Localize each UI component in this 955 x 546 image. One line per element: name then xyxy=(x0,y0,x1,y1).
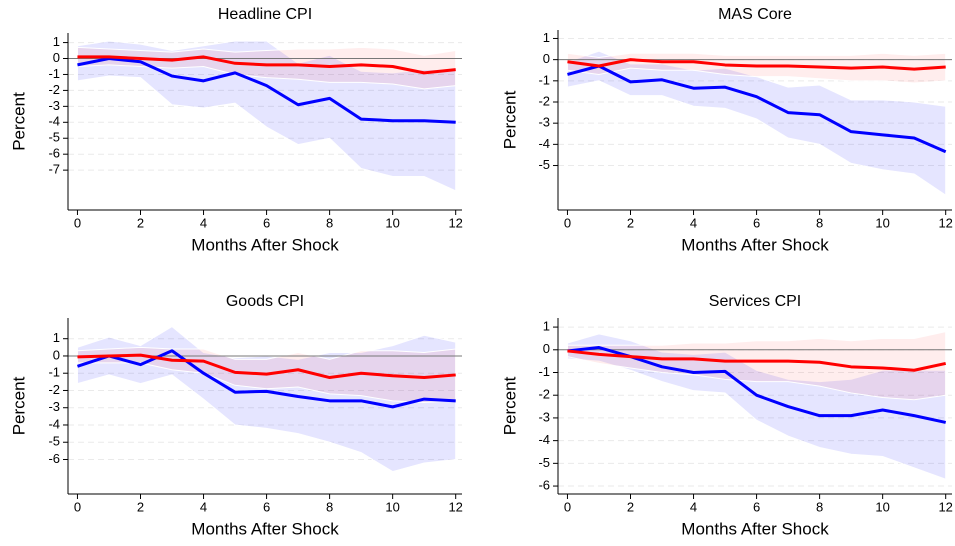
y-tick-label: 1 xyxy=(53,330,60,345)
panel-title: Services CPI xyxy=(709,293,801,310)
y-tick-label: -1 xyxy=(48,365,60,380)
x-tick-label: 2 xyxy=(137,215,144,230)
x-tick-label: 6 xyxy=(753,215,760,230)
y-tick-label: 0 xyxy=(543,341,550,356)
y-tick-label: -4 xyxy=(538,136,550,151)
x-tick-label: 12 xyxy=(938,215,952,230)
x-tick-label: 6 xyxy=(263,499,270,514)
y-tick-label: -1 xyxy=(538,364,550,379)
y-tick-label: 0 xyxy=(53,50,60,65)
y-axis-label: Percent xyxy=(500,376,519,435)
y-tick-label: -6 xyxy=(538,477,550,492)
x-tick-label: 8 xyxy=(326,215,333,230)
y-tick-label: 1 xyxy=(543,319,550,334)
series-line xyxy=(77,57,456,124)
y-tick-label: -2 xyxy=(538,387,550,402)
x-tick-label: 0 xyxy=(74,215,81,230)
y-axis-label: Percent xyxy=(500,90,519,149)
y-tick-label: -6 xyxy=(48,451,60,466)
x-tick-label: 2 xyxy=(627,215,634,230)
x-tick-label: 10 xyxy=(385,499,399,514)
y-tick-label: -1 xyxy=(48,66,60,81)
panel-title: Headline CPI xyxy=(218,6,312,23)
y-tick-label: -3 xyxy=(48,399,60,414)
y-tick-label: -7 xyxy=(48,162,60,177)
y-tick-label: -4 xyxy=(538,432,550,447)
confidence-band xyxy=(566,50,947,197)
y-tick-label: -1 xyxy=(538,72,550,87)
x-tick-label: 0 xyxy=(564,215,571,230)
y-tick-label: -2 xyxy=(48,382,60,397)
confidence-band xyxy=(566,331,947,401)
y-tick-label: -5 xyxy=(48,434,60,449)
y-tick-label: 0 xyxy=(543,51,550,66)
series-line xyxy=(567,349,947,372)
x-tick-label: 2 xyxy=(627,499,634,514)
x-tick-label: 0 xyxy=(74,499,81,514)
x-tick-label: 12 xyxy=(448,499,462,514)
x-axis-label: Months After Shock xyxy=(191,519,339,538)
series-line xyxy=(76,349,456,409)
series-line xyxy=(567,64,947,154)
x-tick-label: 8 xyxy=(816,499,823,514)
x-tick-label: 8 xyxy=(326,499,333,514)
x-tick-label: 10 xyxy=(385,215,399,230)
y-tick-label: 1 xyxy=(53,34,60,49)
series-line xyxy=(77,353,456,380)
y-tick-label: -4 xyxy=(48,114,60,129)
confidence-band xyxy=(566,333,947,480)
confidence-band xyxy=(76,40,457,192)
y-tick-label: -2 xyxy=(538,93,550,108)
y-tick-label: 1 xyxy=(543,30,550,45)
x-axis-label: Months After Shock xyxy=(681,519,829,538)
y-tick-label: 0 xyxy=(53,347,60,362)
x-tick-label: 4 xyxy=(200,499,207,514)
panel-title: MAS Core xyxy=(718,6,792,23)
confidence-band xyxy=(76,46,457,90)
y-axis-label: Percent xyxy=(9,376,28,435)
y-tick-label: -3 xyxy=(48,98,60,113)
x-tick-label: 2 xyxy=(137,499,144,514)
x-tick-label: 4 xyxy=(200,215,207,230)
x-tick-label: 4 xyxy=(690,499,697,514)
x-axis-label: Months After Shock xyxy=(191,235,339,254)
y-tick-label: -3 xyxy=(538,115,550,130)
confidence-band xyxy=(76,326,457,473)
y-tick-label: -3 xyxy=(538,409,550,424)
x-tick-label: 4 xyxy=(690,215,697,230)
y-tick-label: -4 xyxy=(48,416,60,431)
x-tick-label: 12 xyxy=(448,215,462,230)
y-tick-label: -5 xyxy=(538,455,550,470)
y-tick-label: -5 xyxy=(48,130,60,145)
y-tick-label: -6 xyxy=(48,146,60,161)
y-tick-label: -5 xyxy=(538,157,550,172)
panel-title: Goods CPI xyxy=(226,293,304,310)
x-tick-label: 8 xyxy=(816,215,823,230)
x-axis-label: Months After Shock xyxy=(681,235,829,254)
x-tick-label: 0 xyxy=(564,499,571,514)
series-line xyxy=(77,55,456,75)
x-tick-label: 10 xyxy=(875,215,889,230)
x-tick-label: 12 xyxy=(938,499,952,514)
y-axis-label: Percent xyxy=(9,92,28,151)
series-line xyxy=(567,58,946,71)
x-tick-label: 6 xyxy=(753,499,760,514)
x-tick-label: 6 xyxy=(263,215,270,230)
x-tick-label: 10 xyxy=(875,499,889,514)
y-tick-label: -2 xyxy=(48,82,60,97)
